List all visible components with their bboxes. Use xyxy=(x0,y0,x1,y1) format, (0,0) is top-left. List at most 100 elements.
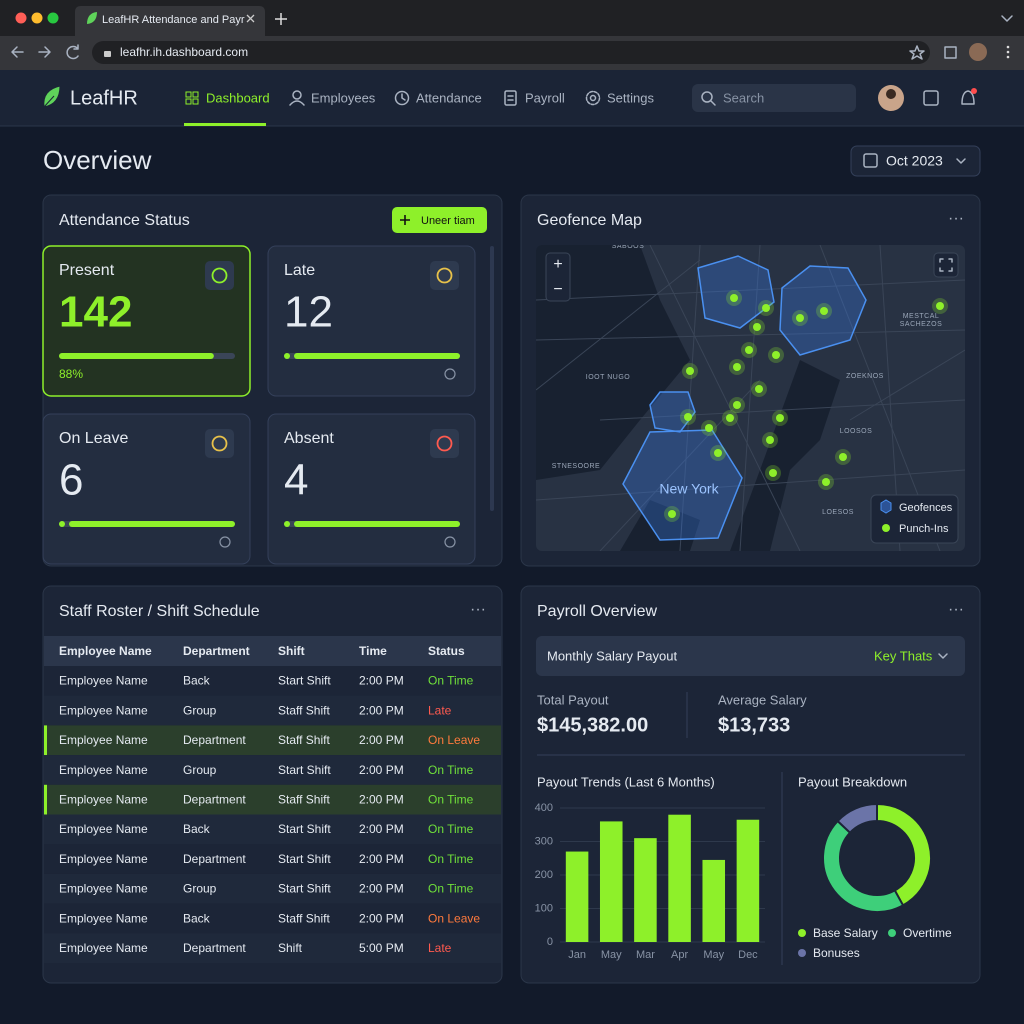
column-header: Department xyxy=(183,644,250,658)
notifications-button[interactable] xyxy=(961,90,975,105)
nav-icon xyxy=(401,93,406,101)
table-row xyxy=(44,814,501,845)
nav-payroll[interactable]: Payroll xyxy=(504,90,565,106)
avatar-hair xyxy=(886,89,896,99)
nav-settings[interactable]: Settings xyxy=(585,90,655,105)
card-label: Late xyxy=(284,262,315,279)
table-row xyxy=(44,844,501,874)
table-cell: Staff Shift xyxy=(278,733,330,747)
place-label: ZOEKNOS xyxy=(846,373,884,380)
panel-title: Geofence Map xyxy=(537,212,642,229)
column-header: Employee Name xyxy=(59,644,152,658)
date-picker[interactable] xyxy=(850,145,981,177)
zoom-out[interactable]: − xyxy=(553,281,562,298)
tab-close[interactable] xyxy=(246,14,255,23)
app-nav xyxy=(0,70,1024,126)
punch-in xyxy=(762,304,770,312)
place-label: IOOT NUGO xyxy=(586,374,630,381)
reload-button[interactable] xyxy=(66,44,79,60)
more-menu[interactable]: ··· xyxy=(470,601,486,618)
close-window[interactable] xyxy=(15,12,27,24)
status-cell: On Time xyxy=(428,674,474,688)
donut-segment xyxy=(836,802,878,835)
punch-in xyxy=(820,307,828,315)
table-cell: Start Shift xyxy=(278,882,331,896)
card-label: Absent xyxy=(284,430,334,447)
lock-icon xyxy=(104,51,111,57)
side-panel[interactable] xyxy=(944,46,957,59)
table-row xyxy=(44,666,501,696)
forward-button[interactable] xyxy=(38,46,51,58)
search-box[interactable] xyxy=(692,84,856,112)
nav-icon xyxy=(185,98,192,105)
table-cell: 2:00 PM xyxy=(359,674,404,688)
calendar-icon xyxy=(863,153,878,168)
place-label: SABOOS xyxy=(612,243,645,250)
card-footer-icon xyxy=(219,536,231,548)
minimize-window[interactable] xyxy=(31,12,43,24)
nav-item: Attendance xyxy=(416,90,482,105)
table-cell: Start Shift xyxy=(278,763,331,777)
inbox-button[interactable] xyxy=(923,90,939,106)
payout-dropdown[interactable] xyxy=(536,636,965,676)
tab-favicon xyxy=(87,12,97,24)
nav-icon xyxy=(394,90,410,106)
action-button[interactable] xyxy=(392,207,487,233)
profile-avatar[interactable] xyxy=(969,43,987,61)
punch-in xyxy=(730,294,738,302)
nav-dashboard[interactable]: Dashboard xyxy=(184,90,270,126)
table-row xyxy=(44,755,501,785)
punch-in xyxy=(822,478,830,486)
legend-label: Punch-Ins xyxy=(899,523,949,535)
nav-icon xyxy=(507,95,514,101)
progress-bar xyxy=(294,521,460,527)
fullscreen-button[interactable] xyxy=(933,252,959,278)
table-cell: Shift xyxy=(278,941,303,955)
bar xyxy=(634,838,657,942)
place-label: LOOSOS xyxy=(840,428,873,435)
nav-employees[interactable]: Employees xyxy=(289,90,376,106)
card-icon xyxy=(430,429,459,458)
card-value: 6 xyxy=(59,456,83,505)
new-tab[interactable] xyxy=(275,13,287,25)
zoom-in[interactable]: + xyxy=(553,256,562,273)
x-tick-label: Dec xyxy=(738,949,758,961)
card-icon xyxy=(205,261,234,290)
omnibox[interactable] xyxy=(92,41,930,64)
nav-attendance[interactable]: Attendance xyxy=(394,90,482,106)
punch-in xyxy=(668,510,676,518)
table-cell: Group xyxy=(183,703,217,717)
status-cell: On Time xyxy=(428,763,474,777)
bookmark-star[interactable] xyxy=(909,45,925,60)
progress-dot xyxy=(59,521,65,527)
attendance-cards: Present 142 88% Late 12 On Leave 6 Absent 4 xyxy=(42,245,476,565)
tab-menu[interactable] xyxy=(1001,15,1013,22)
search-placeholder: Search xyxy=(723,90,764,105)
table-row xyxy=(44,695,501,726)
table-cell: Employee Name xyxy=(59,703,148,717)
bar xyxy=(599,821,623,942)
bar xyxy=(736,819,760,942)
more-menu[interactable]: ··· xyxy=(948,210,964,227)
card-label: On Leave xyxy=(59,430,128,447)
punch-in xyxy=(686,367,694,375)
table-cell: Employee Name xyxy=(59,911,148,925)
active-tab[interactable] xyxy=(75,6,265,36)
more-menu[interactable]: ··· xyxy=(948,601,964,618)
status-cell: On Time xyxy=(428,852,474,866)
progress-bar xyxy=(294,353,460,359)
url: leafhr.ih.dashboard.com xyxy=(120,45,248,59)
table-row xyxy=(44,903,501,934)
maximize-window[interactable] xyxy=(47,12,59,24)
table-cell: Start Shift xyxy=(278,852,331,866)
progress-bar xyxy=(69,521,235,527)
chevron xyxy=(956,158,966,164)
nav-item: Employees xyxy=(311,90,376,105)
back-button[interactable] xyxy=(11,46,24,58)
stat-label: Total Payout xyxy=(537,692,609,707)
table-row xyxy=(44,873,501,904)
column-header: Shift xyxy=(278,644,305,658)
